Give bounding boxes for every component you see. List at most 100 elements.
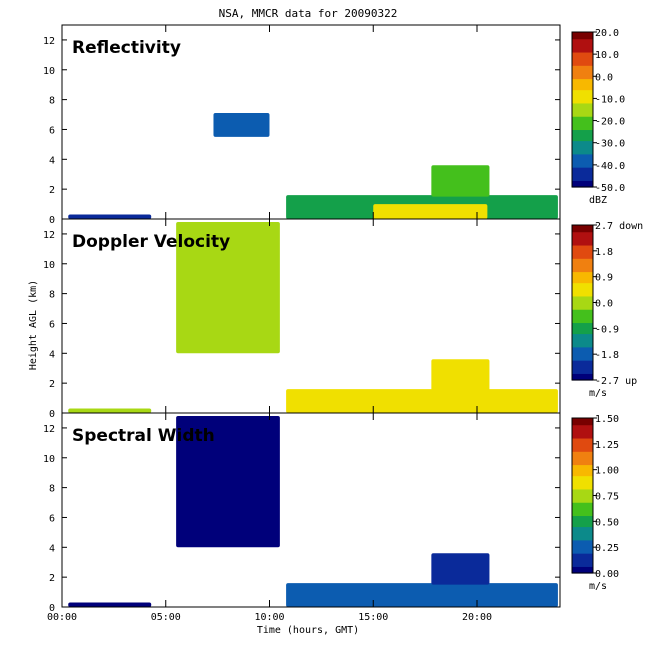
colorbar-segment: [572, 71, 593, 75]
colorbar-tick-label: 0.00: [595, 569, 619, 580]
panels: Reflectivity02468101220.010.00.0-10.0-20…: [43, 24, 643, 614]
colorbar-segment: [572, 98, 593, 102]
colorbar-segment: [572, 313, 593, 317]
y-tick-label: 4: [49, 543, 55, 554]
colorbar-segment: [572, 182, 593, 186]
colorbar-segment: [572, 56, 593, 60]
echo-region: [286, 583, 558, 607]
panel-frame: [61, 412, 561, 608]
y-tick-label: 8: [49, 290, 55, 301]
colorbar-segment: [572, 144, 593, 148]
colorbar-segment: [572, 306, 593, 310]
colorbar-segment: [572, 315, 593, 319]
colorbar-segment: [572, 102, 593, 106]
y-tick-label: 10: [43, 260, 55, 271]
colorbar-segment: [572, 482, 593, 486]
colorbar-segment: [572, 544, 593, 548]
colorbar-segment: [572, 453, 593, 457]
colorbar-segment: [572, 488, 593, 492]
colorbar-segment: [572, 526, 593, 530]
colorbar-segment: [572, 287, 593, 290]
colorbar-segment: [572, 455, 593, 459]
x-tick-label: 20:00: [462, 612, 492, 623]
colorbar-segment: [572, 120, 593, 124]
colorbar-segment: [572, 440, 593, 443]
echo-region: [68, 214, 152, 219]
colorbar-segment: [572, 122, 593, 126]
colorbar-segment: [572, 368, 593, 372]
colorbar-segment: [572, 342, 593, 346]
colorbar-segment: [572, 304, 593, 308]
colorbar-segment: [572, 116, 593, 119]
echo-region: [213, 113, 270, 137]
colorbar-segment: [572, 107, 593, 111]
colorbar-segment: [572, 169, 593, 173]
colorbar-segment: [572, 171, 593, 175]
y-tick-label: 2: [49, 379, 55, 390]
colorbar-segment: [572, 167, 593, 170]
colorbar-segment: [572, 178, 593, 181]
colorbar-segment: [572, 502, 593, 505]
colorbar-segment: [572, 293, 593, 297]
colorbar-segment: [572, 422, 593, 426]
echo-region: [431, 553, 490, 585]
colorbar-segment: [572, 508, 593, 512]
colorbar-segment: [572, 175, 593, 179]
colorbar-segment: [572, 457, 593, 461]
figure-title: NSA, MMCR data for 20090322: [219, 7, 398, 20]
colorbar-segment: [572, 262, 593, 266]
colorbar-segment: [572, 85, 593, 88]
colorbar-segment: [572, 180, 593, 184]
colorbar-segment: [572, 420, 593, 424]
colorbar-segment: [572, 233, 593, 237]
colorbar-segment: [572, 528, 593, 532]
colorbar-segment: [572, 127, 593, 131]
colorbar-segment: [572, 320, 593, 324]
panel-3: Spectral Width 0 2 4 6 8 10 12 1.50 1.25 1.00 0.75 0…: [43, 412, 619, 614]
colorbar-segment: [572, 362, 593, 366]
colorbar-segment: [572, 38, 593, 42]
colorbar-segment: [572, 164, 593, 168]
colorbar-segment: [572, 357, 593, 361]
colorbar-segment: [572, 156, 593, 159]
x-axis-label: Time (hours, GMT): [257, 625, 359, 636]
colorbar-segment: [572, 94, 593, 97]
y-tick-label: 2: [49, 185, 55, 196]
colorbar-segment: [572, 267, 593, 270]
colorbar-segment: [572, 539, 593, 543]
echo-region: [176, 415, 280, 548]
x-tick-label: 05:00: [151, 612, 181, 623]
colorbar-segment: [572, 418, 593, 421]
colorbar-segment: [572, 113, 593, 117]
colorbar-segment: [572, 519, 593, 523]
colorbar-segment: [572, 513, 593, 517]
colorbar-segment: [572, 311, 593, 315]
colorbar-segment: [572, 542, 593, 545]
colorbar-segment: [572, 136, 593, 139]
colorbar-segment: [572, 506, 593, 510]
colorbar-segment: [572, 142, 593, 146]
colorbar-segment: [572, 462, 593, 466]
colorbar-segment: [572, 511, 593, 514]
colorbar-segment: [572, 158, 593, 162]
y-tick-label: 0: [49, 603, 55, 614]
colorbar-tick-label: 10.0: [595, 50, 619, 61]
y-axis-label: Height AGL (km): [28, 280, 39, 370]
colorbar-segment: [572, 468, 593, 472]
colorbar-segment: [572, 446, 593, 450]
colorbar-segment: [572, 373, 593, 377]
colorbar-segment: [572, 67, 593, 71]
colorbar-segment: [572, 515, 593, 519]
colorbar-segment: [572, 273, 593, 277]
colorbar-segment: [572, 318, 593, 321]
colorbar-segment: [572, 309, 593, 312]
colorbar-segment: [572, 227, 593, 231]
colorbar-segment: [572, 151, 593, 155]
colorbar-frame: [571, 31, 594, 188]
colorbar-segment: [572, 524, 593, 528]
colorbar-segment: [572, 497, 593, 501]
colorbar-segment: [572, 433, 593, 437]
colorbar-segment: [572, 229, 593, 233]
colorbar-segment: [572, 184, 593, 188]
